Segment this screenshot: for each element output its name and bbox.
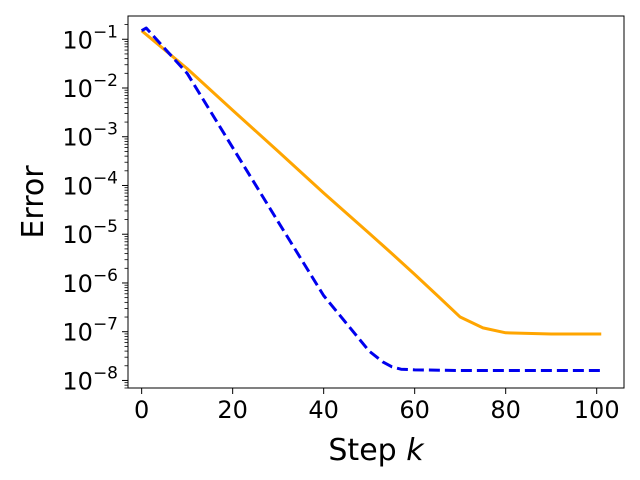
y-tick-label: 10−3 [62, 120, 118, 152]
y-axis-label: Error [16, 165, 51, 239]
y-tick-label: 10−5 [62, 217, 118, 249]
y-tick-label: 10−1 [62, 22, 118, 54]
x-tick-label: 60 [399, 396, 430, 424]
x-tick-label: 20 [217, 396, 248, 424]
series-line-1 [140, 29, 602, 336]
y-tick-label: 10−7 [62, 315, 118, 347]
x-tick-label: 80 [490, 396, 521, 424]
x-tick-label: 0 [134, 396, 149, 424]
y-tick-label: 10−8 [62, 363, 118, 395]
y-tick-label: 10−6 [62, 266, 118, 298]
y-tick-label: 10−4 [62, 168, 118, 200]
series-line-2 [140, 26, 602, 372]
y-tick-label: 10−2 [62, 71, 118, 103]
x-tick-label: 100 [574, 396, 620, 424]
plot-frame [127, 15, 625, 389]
y-axis-ticks: 10−1 10−2 10−3 10−4 10−5 10−6 10−7 10−8 [62, 22, 128, 395]
x-axis-ticks: 0 20 40 60 80 100 [134, 388, 620, 424]
x-axis-label: Step k [328, 433, 425, 468]
series-layer [140, 26, 602, 372]
x-tick-label: 40 [308, 396, 339, 424]
